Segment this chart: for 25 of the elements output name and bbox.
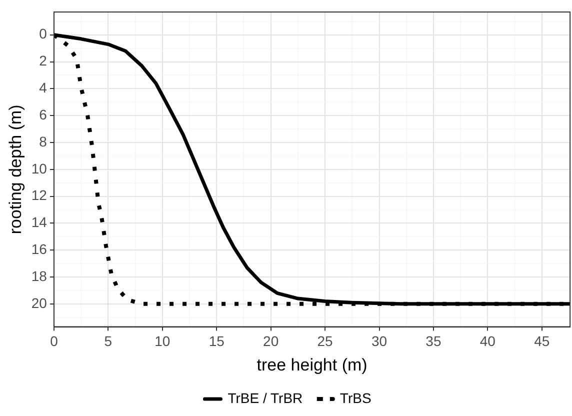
y-tick-label: 12 xyxy=(31,187,48,204)
x-tick-label: 30 xyxy=(371,333,388,350)
x-axis-title: tree height (m) xyxy=(256,355,368,374)
legend-label: TrBE / TrBR xyxy=(228,390,303,406)
y-tick-label: 4 xyxy=(39,80,48,96)
x-tick-label: 35 xyxy=(426,333,442,350)
y-tick-label: 14 xyxy=(31,214,48,230)
x-tick-label: 40 xyxy=(480,333,496,350)
y-tick-label: 2 xyxy=(39,52,48,69)
x-tick-label: 15 xyxy=(208,333,225,350)
x-tick-label: 0 xyxy=(50,333,58,350)
y-tick-label: 10 xyxy=(31,160,48,176)
legend-label: TrBS xyxy=(340,390,372,406)
y-axis-title: rooting depth (m) xyxy=(6,104,25,234)
y-tick-label: 6 xyxy=(39,106,48,122)
x-tick-label: 25 xyxy=(317,333,334,350)
x-tick-label: 5 xyxy=(104,333,112,350)
y-tick-label: 16 xyxy=(31,240,48,257)
x-tick-label: 20 xyxy=(263,333,279,350)
y-tick-label: 18 xyxy=(31,268,48,284)
x-tick-label: 45 xyxy=(534,333,550,350)
y-tick-label: 8 xyxy=(39,133,48,150)
y-tick-label: 0 xyxy=(39,26,48,42)
y-tick-label: 20 xyxy=(31,294,48,311)
x-tick-label: 10 xyxy=(154,333,170,350)
